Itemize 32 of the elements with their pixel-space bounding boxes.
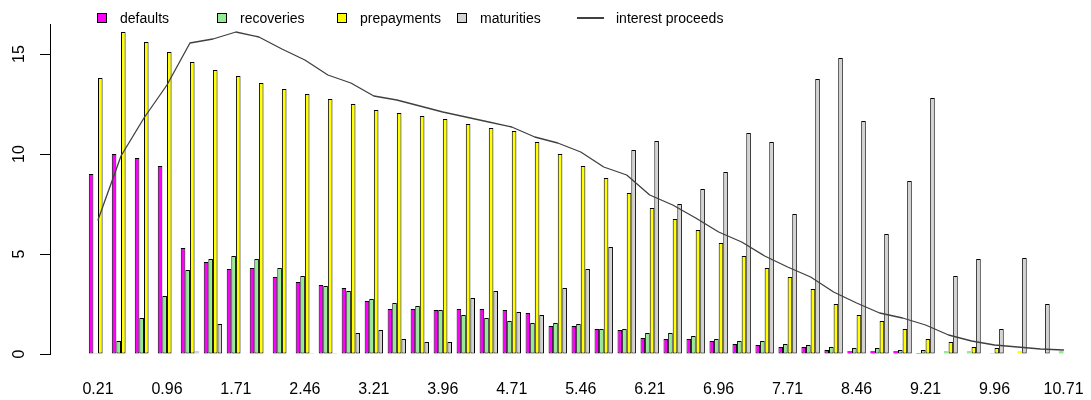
legend-label: defaults — [120, 10, 170, 26]
x-tick-label: 6.96 — [703, 380, 735, 398]
legend-label: maturities — [480, 10, 541, 26]
x-tick-label: 0.21 — [82, 380, 114, 398]
x-tick-label: 1.71 — [220, 380, 252, 398]
x-tick-label: 3.21 — [358, 380, 390, 398]
legend-label: interest proceeds — [616, 10, 724, 26]
bar — [893, 351, 898, 354]
y-tick-label: 5 — [9, 249, 27, 259]
bar — [966, 351, 972, 354]
x-tick-label: 4.71 — [496, 380, 528, 398]
y-tick-label: 15 — [9, 45, 27, 63]
x-tick-label: 9.21 — [910, 380, 942, 398]
bar — [847, 351, 853, 354]
bar — [1017, 351, 1023, 354]
x-tick-label: 0.96 — [151, 380, 183, 398]
x-tick-label: 8.46 — [841, 380, 873, 398]
x-tick-label: 6.21 — [634, 380, 666, 398]
legend-label: recoveries — [240, 10, 305, 26]
bar — [194, 351, 200, 354]
x-tick-label: 9.96 — [978, 380, 1011, 398]
y-tick-label: 0 — [9, 349, 27, 359]
x-tick-label: 7.71 — [772, 380, 804, 398]
x-tick-label: 2.46 — [289, 380, 321, 398]
bar — [943, 351, 949, 354]
bar — [1058, 351, 1064, 354]
x-tick-label: 10.71 — [1043, 380, 1084, 398]
bar — [870, 351, 875, 354]
x-tick-label: 5.46 — [565, 380, 597, 398]
legend-label: prepayments — [360, 10, 441, 26]
x-tick-label: 3.96 — [427, 380, 459, 398]
y-tick-label: 10 — [9, 145, 27, 163]
